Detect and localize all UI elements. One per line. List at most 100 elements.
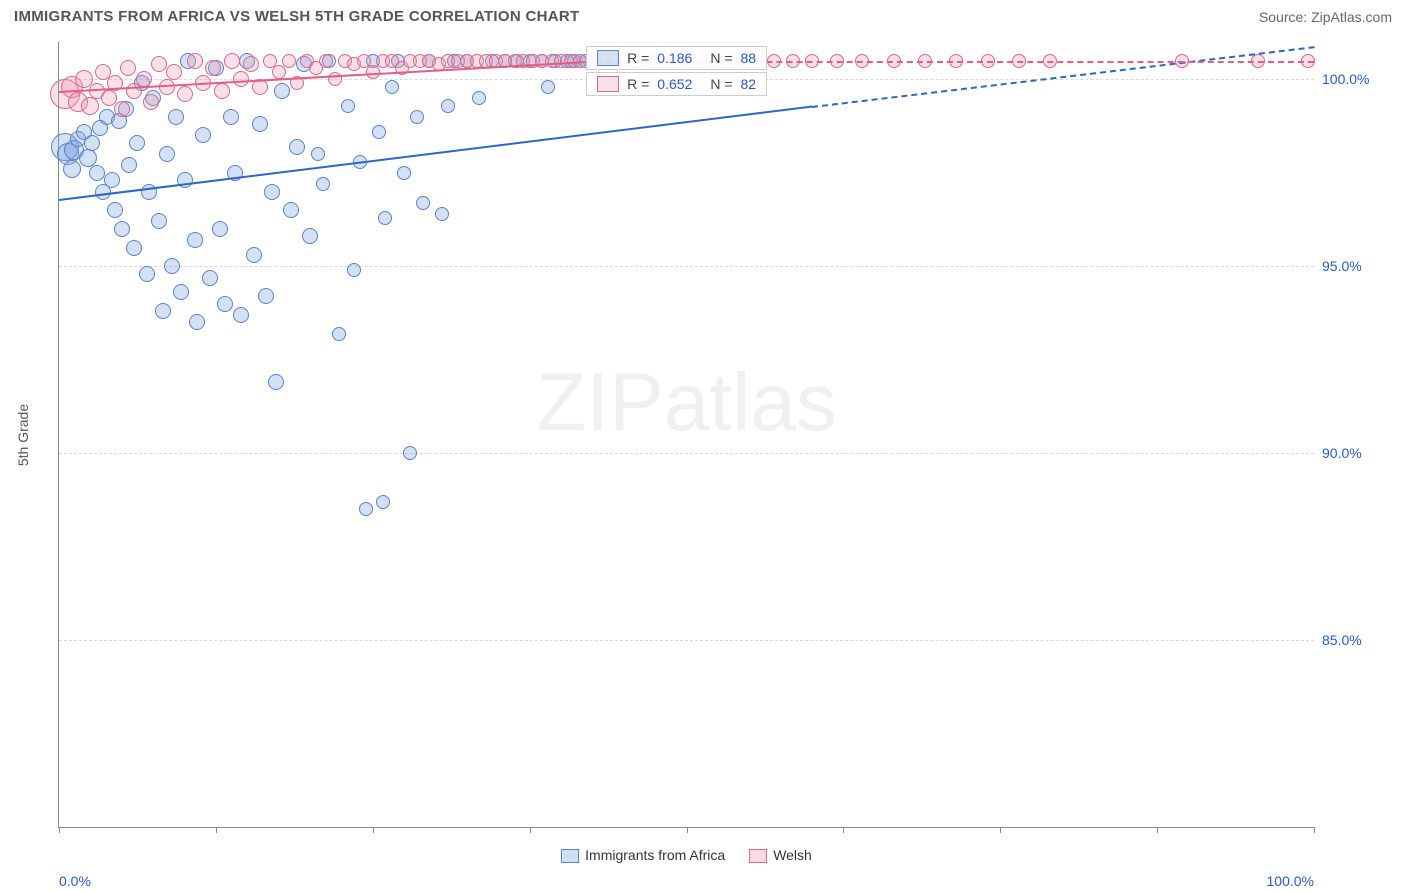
scatter-point	[120, 60, 136, 76]
scatter-point	[397, 166, 411, 180]
scatter-point	[359, 502, 373, 516]
scatter-point	[441, 99, 455, 113]
scatter-point	[472, 91, 486, 105]
scatter-point	[81, 97, 99, 115]
scatter-point	[283, 202, 299, 218]
legend-swatch	[597, 50, 619, 66]
legend-label: Welsh	[773, 847, 812, 863]
watermark-atlas: atlas	[664, 357, 837, 448]
r-value: 0.186	[657, 50, 692, 66]
scatter-point	[258, 288, 274, 304]
x-tick	[1157, 827, 1158, 833]
legend-swatch	[597, 76, 619, 92]
scatter-point	[121, 157, 137, 173]
scatter-point	[274, 83, 290, 99]
scatter-point	[189, 314, 205, 330]
scatter-point	[541, 80, 555, 94]
y-tick-label: 95.0%	[1322, 258, 1384, 274]
y-axis-label: 5th Grade	[15, 403, 31, 465]
scatter-point	[224, 53, 240, 69]
scatter-point	[403, 446, 417, 460]
scatter-point	[378, 211, 392, 225]
scatter-point	[155, 303, 171, 319]
x-tick	[373, 827, 374, 833]
x-tick	[530, 827, 531, 833]
scatter-point	[114, 221, 130, 237]
r-label: R =	[627, 50, 649, 66]
scatter-point	[233, 307, 249, 323]
scatter-point	[212, 221, 228, 237]
scatter-point	[268, 374, 284, 390]
scatter-point	[332, 327, 346, 341]
scatter-point	[311, 147, 325, 161]
x-tick	[843, 827, 844, 833]
scatter-point	[202, 270, 218, 286]
scatter-point	[159, 146, 175, 162]
trend-line	[812, 46, 1314, 108]
scatter-point	[89, 165, 105, 181]
scatter-point	[217, 296, 233, 312]
scatter-point	[214, 83, 230, 99]
scatter-point	[168, 109, 184, 125]
n-value: 82	[741, 76, 757, 92]
watermark: ZIPatlas	[536, 356, 837, 450]
scatter-point	[264, 184, 280, 200]
scatter-point	[63, 160, 81, 178]
scatter-point	[435, 207, 449, 221]
scatter-point	[289, 139, 305, 155]
scatter-point	[223, 109, 239, 125]
n-value: 88	[741, 50, 757, 66]
scatter-point	[126, 240, 142, 256]
y-tick-label: 90.0%	[1322, 445, 1384, 461]
chart-container: 5th Grade ZIPatlas Immigrants from Afric…	[14, 42, 1392, 892]
scatter-point	[302, 228, 318, 244]
scatter-point	[141, 184, 157, 200]
y-tick-label: 100.0%	[1322, 71, 1384, 87]
legend-item: Welsh	[749, 847, 812, 863]
scatter-point	[272, 65, 286, 79]
scatter-point	[385, 80, 399, 94]
x-tick-label: 0.0%	[59, 873, 91, 889]
chart-title: IMMIGRANTS FROM AFRICA VS WELSH 5TH GRAD…	[14, 8, 579, 25]
legend-item: Immigrants from Africa	[561, 847, 725, 863]
gridline	[59, 640, 1314, 641]
scatter-point	[246, 247, 262, 263]
scatter-point	[243, 56, 259, 72]
scatter-point	[173, 284, 189, 300]
scatter-point	[372, 125, 386, 139]
scatter-point	[151, 56, 167, 72]
scatter-point	[129, 135, 145, 151]
x-tick	[59, 827, 60, 833]
scatter-point	[282, 54, 296, 68]
legend-label: Immigrants from Africa	[585, 847, 725, 863]
scatter-point	[347, 263, 361, 277]
r-value: 0.652	[657, 76, 692, 92]
legend-swatch	[561, 849, 579, 863]
scatter-point	[319, 54, 333, 68]
correlation-legend: R =0.652N =82	[586, 72, 767, 96]
gridline	[59, 453, 1314, 454]
scatter-point	[84, 135, 100, 151]
scatter-point	[114, 101, 130, 117]
scatter-point	[187, 232, 203, 248]
scatter-point	[143, 94, 159, 110]
correlation-legend: R = 0.186 N = 88	[586, 46, 767, 70]
watermark-zip: ZIP	[536, 357, 664, 448]
scatter-point	[341, 99, 355, 113]
scatter-point	[205, 60, 221, 76]
gridline	[59, 266, 1314, 267]
scatter-point	[187, 53, 203, 69]
scatter-point	[410, 110, 424, 124]
y-tick-label: 85.0%	[1322, 632, 1384, 648]
scatter-point	[177, 86, 193, 102]
legend-swatch	[749, 849, 767, 863]
scatter-point	[416, 196, 430, 210]
n-label: N =	[710, 50, 732, 66]
n-label: N =	[710, 76, 732, 92]
plot-area: 5th Grade ZIPatlas Immigrants from Afric…	[58, 42, 1314, 828]
scatter-point	[164, 258, 180, 274]
x-tick	[216, 827, 217, 833]
chart-source: Source: ZipAtlas.com	[1259, 9, 1392, 25]
scatter-point	[316, 177, 330, 191]
x-tick	[1314, 827, 1315, 833]
